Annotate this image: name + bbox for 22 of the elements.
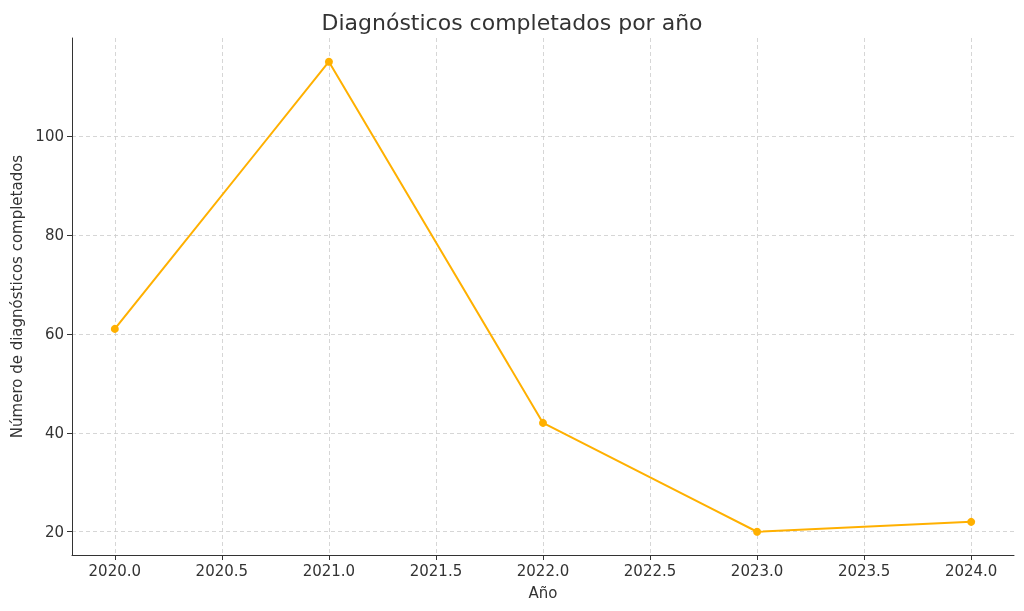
x-axis-title: Año	[528, 583, 558, 602]
x-tick-label: 2022.0	[516, 561, 570, 580]
x-tick-label: 2021.0	[302, 561, 356, 580]
y-tick-label: 100	[35, 126, 64, 145]
point	[324, 57, 333, 66]
y-tick-label: 60	[44, 324, 64, 343]
chart-title: Diagnósticos completados por año	[321, 9, 703, 35]
y-tick-label: 40	[44, 423, 64, 442]
point	[110, 324, 119, 333]
x-tick-label: 2023.0	[730, 561, 784, 580]
x-tick-label: 2020.0	[88, 561, 142, 580]
y-tick-label: 80	[44, 225, 64, 244]
point	[539, 418, 547, 427]
y-axis-title: Número de diagnósticos completados	[7, 154, 26, 439]
y-tick-label: 20	[44, 522, 64, 541]
point	[753, 527, 762, 536]
point	[967, 517, 976, 526]
x-tick-label: 2022.5	[623, 561, 677, 580]
x-tick-label: 2021.5	[409, 561, 463, 580]
x-tick-label: 2023.5	[837, 561, 891, 580]
x-tick-label: 2020.5	[195, 561, 249, 580]
x-tick-label: 2024.0	[944, 561, 998, 580]
